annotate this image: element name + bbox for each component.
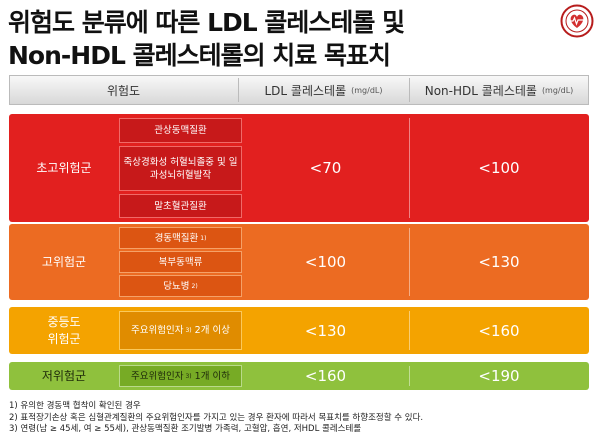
header-risk: 위험도 [9,75,238,105]
risk-group-high: 고위험군 경동맥질환 1) 복부동맥류 당뇨병 2) <100 <130 [9,224,589,300]
condition-cell: 당뇨병 2) [119,275,242,297]
page-title: 위험도 분류에 따른 LDL 콜레스테롤 및 Non-HDL 콜레스테롤의 치료… [8,6,405,72]
condition-cell: 말초혈관질환 [119,194,242,218]
condition-cell: 죽상경화성 허혈뇌졸중 및 일과성뇌허혈발작 [119,146,242,191]
condition-cell: 복부동맥류 [119,251,242,273]
condition-cell: 경동맥질환 1) [119,227,242,249]
category-label: 초고위험군 [36,160,92,175]
header-ldl-unit: (mg/dL) [351,85,383,95]
condition-text: 관상동맥질환 [154,125,207,136]
header-nonhdl: Non-HDL 콜레스테롤 (mg/dL) [409,75,589,105]
society-emblem-icon [560,4,594,38]
condition-count: 2개 이상 [194,325,230,336]
ldl-target: <70 [309,159,342,177]
condition-cell: 주요위험인자 3) 2개 이상 [119,311,242,350]
condition-text: 주요위험인자 [131,325,184,336]
header-divider [409,78,410,102]
condition-text: 복부동맥류 [158,256,203,268]
nonhdl-target: <130 [478,253,520,271]
category-label: 중등도 위험군 [9,307,119,354]
condition-text: 경동맥질환 [154,232,199,244]
footnote-mark: 3) [185,372,192,380]
footnote-mark: 3) [185,327,192,334]
condition-cell: 관상동맥질환 [119,118,242,143]
risk-group-moderate: 중등도 위험군 주요위험인자 3) 2개 이상 <130 <160 [9,307,589,354]
title-line-1: 위험도 분류에 따른 LDL 콜레스테롤 및 [8,8,405,37]
risk-group-low: 저위험군 주요위험인자 3) 1개 이하 <160 <190 [9,362,589,390]
nonhdl-target: <160 [478,321,520,340]
footnote: 1) 유의한 경동맥 협착이 확인된 경우 [9,401,141,411]
condition-text: 말초혈관질환 [154,200,207,212]
condition-count: 1개 이하 [194,370,230,382]
nonhdl-target: <100 [478,159,520,177]
condition-cell: 주요위험인자 3) 1개 이하 [119,365,242,387]
footnote: 3) 연령(남 ≥ 45세, 여 ≥ 55세), 관상동맥질환 조기발병 가족력… [9,424,362,434]
category-text: 중등도 위험군 [47,314,81,346]
condition-text: 죽상경화성 허혈뇌졸중 및 일과성뇌허혈발작 [123,156,238,181]
header-nonhdl-label: Non-HDL 콜레스테롤 [424,83,537,98]
footnote-mark: 1) [200,234,207,242]
header-divider [238,78,239,102]
header-nonhdl-unit: (mg/dL) [541,85,574,95]
risk-group-very-high: 초고위험군 관상동맥질환 죽상경화성 허혈뇌졸중 및 일과성뇌허혈발작 말초혈관… [9,114,589,222]
condition-text: 주요위험인자 [131,370,184,382]
ldl-target: <160 [304,367,347,385]
category-label: 저위험군 [41,368,87,383]
column-divider [409,228,410,296]
header-ldl-label: LDL 콜레스테롤 [264,83,347,98]
column-divider [409,366,410,386]
table-header [9,75,589,105]
category-label: 고위험군 [41,254,87,269]
header-risk-label: 위험도 [106,83,141,98]
title-line-2: Non-HDL 콜레스테롤의 치료 목표치 [8,41,391,70]
column-divider [409,118,410,218]
footnote: 2) 표적장기손상 혹은 심혈관계질환의 주요위험인자를 가지고 있는 경우 환… [9,412,424,423]
condition-text: 당뇨병 [163,280,190,292]
footnotes: 1) 유의한 경동맥 협착이 확인된 경우 2) 표적장기손상 혹은 심혈관계질… [9,401,423,436]
nonhdl-target: <190 [478,367,520,385]
footnote-mark: 2) [191,282,198,290]
ldl-target: <130 [304,321,347,340]
column-divider [409,311,410,350]
header-ldl: LDL 콜레스테롤 (mg/dL) [238,75,409,105]
ldl-target: <100 [304,253,347,271]
